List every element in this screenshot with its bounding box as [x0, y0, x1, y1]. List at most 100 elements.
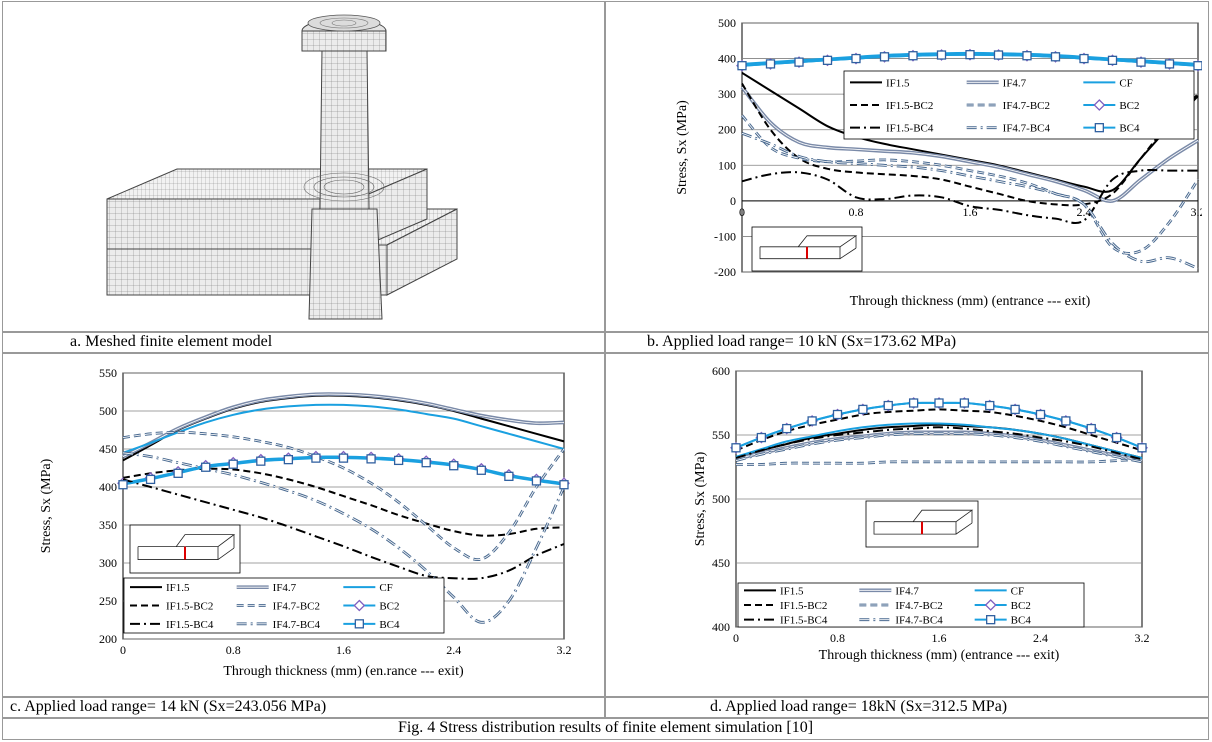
- panel-b-ytick-label: -200: [714, 265, 736, 279]
- panel-d-xtick-label: 2.4: [1033, 631, 1048, 645]
- panel-b-legend-item-cf: CF: [1083, 77, 1133, 89]
- panel-b-ytick-label: 100: [718, 158, 736, 172]
- panel-c-series-if4-7-bc2: [122, 430, 566, 562]
- panel-d-legend-label: CF: [1011, 585, 1024, 597]
- panel-c-xtick-label: 0: [120, 643, 126, 657]
- panel-c-ytick-label: 450: [99, 442, 117, 456]
- panel-b-legend-item-if1-5-bc4: IF1.5-BC4: [850, 123, 934, 135]
- panel-b-xtick-label: 1.6: [963, 205, 978, 219]
- panel-c-legend-item-if4-7-bc4: IF4.7-BC4: [236, 619, 321, 631]
- panel-c-ytick-label: 300: [99, 556, 117, 570]
- panel-b-legend-item-bc4: BC4: [1083, 123, 1140, 135]
- panel-d-series-cf: [735, 422, 1143, 459]
- panel-c-legend-label: IF4.7-BC2: [273, 601, 320, 613]
- panel-b-legend-label: BC2: [1119, 100, 1139, 112]
- panel-c-series-if1-5-bc2: [122, 467, 565, 537]
- panel-d-legend-item-if4-7: IF4.7: [859, 585, 919, 597]
- panel-d-series-line-inner: [735, 433, 1143, 463]
- panel-d-data-point: [756, 432, 767, 443]
- panel-b-data-point: [765, 59, 776, 69]
- panel-c-data-point: [145, 474, 156, 485]
- panel-d-legend-item-if4-7-bc2: IF4.7-BC2: [859, 600, 943, 612]
- panel-d-data-point: [985, 400, 995, 411]
- panel-b-series-line-inner: [741, 86, 1199, 202]
- panel-c-legend-label: BC4: [379, 619, 400, 631]
- panel-c-data-point: [118, 480, 128, 490]
- panel-b-xtick-label: 0: [739, 205, 745, 219]
- panel-d-data-point: [832, 409, 843, 420]
- panel-d-series-line: [735, 408, 1143, 452]
- panel-c-data-point: [173, 468, 183, 478]
- panel-c-xtick-label: 3.2: [557, 643, 572, 657]
- panel-d-series-if1-5-bc2: [735, 408, 1143, 452]
- panel-b-legend-item-if1-5: IF1.5: [850, 77, 910, 89]
- panel-b-legend-marker: [1094, 123, 1104, 133]
- panel-b-data-point: [1079, 53, 1089, 64]
- cell-a: [2, 1, 605, 332]
- panel-c-xtick-label: 0.8: [226, 643, 241, 657]
- panel-b-legend-item-if4-7-bc2: IF4.7-BC2: [966, 100, 1050, 112]
- panel-d-data-point: [1035, 409, 1046, 420]
- panel-b-ytick-label: 500: [718, 16, 736, 30]
- panel-d-ytick-label: 550: [712, 428, 730, 442]
- cell-b: [605, 1, 1209, 332]
- panel-d-legend-label: IF4.7-BC2: [895, 600, 942, 612]
- panel-c-data-point: [504, 471, 514, 482]
- caption-d: d. Applied load range= 18kN (Sx=312.5 MP…: [710, 698, 1008, 715]
- panel-b-legend-label: IF1.5-BC2: [886, 100, 933, 112]
- panel-c-series-bc4: [118, 453, 569, 490]
- panel-d-data-point: [883, 400, 893, 411]
- panel-d-data-point: [1137, 443, 1147, 453]
- panel-b-legend-item-if4-7-bc4: IF4.7-BC4: [966, 123, 1051, 135]
- caption-b: b. Applied load range= 10 kN (Sx=173.62 …: [647, 333, 957, 350]
- panel-c-ytick-label: 500: [99, 404, 117, 418]
- panel-d-x-axis-label: Through thickness (mm) (entrance --- exi…: [819, 648, 1060, 663]
- panel-b-legend-marker: [1093, 99, 1106, 111]
- panel-c-series-line: [122, 467, 565, 537]
- caption-a: a. Meshed finite element model: [70, 333, 273, 350]
- panel-c-ytick-label: 350: [99, 518, 117, 532]
- panel-b-xtick-label: 0.8: [849, 205, 864, 219]
- panel-b-legend: IF1.5 IF4.7 CF IF1.5-BC2 IF4.7-BC2 BC2 IF1.5-B…: [843, 70, 1195, 140]
- panel-d-legend-label: BC2: [1011, 600, 1031, 612]
- panel-d-data-point: [934, 398, 944, 408]
- panel-b-xtick-label: 3.2: [1191, 205, 1203, 219]
- panel-b-data-point: [851, 53, 861, 64]
- panel-d-data-point: [908, 398, 919, 408]
- panel-c-legend-label: IF1.5-BC2: [166, 601, 213, 613]
- panel-c-series-line-inner: [122, 431, 565, 561]
- panel-c-legend-label: IF1.5: [166, 582, 190, 594]
- panel-d-legend-label: IF1.5: [780, 585, 804, 597]
- panel-d-ytick-label: 450: [712, 556, 730, 570]
- meshed-model-image: [106, 14, 458, 320]
- panel-d-ytick-label: 400: [712, 620, 730, 634]
- panel-d-xtick-label: 0: [733, 631, 739, 645]
- panel-b-x-axis-label: Through thickness (mm) (entrance --- exi…: [850, 294, 1091, 309]
- panel-d-data-point: [1061, 416, 1071, 426]
- panel-c-legend-item-if1-5-bc4: IF1.5-BC4: [130, 619, 214, 631]
- panel-c-data-point: [531, 476, 542, 486]
- panel-b-series-bc4: [737, 50, 1202, 71]
- panel-d-legend-item-if1-5-bc2: IF1.5-BC2: [744, 600, 827, 612]
- panel-c-data-point: [449, 461, 459, 471]
- panel-d-legend-marker: [984, 599, 997, 611]
- panel-c-series-cf: [122, 403, 565, 454]
- panel-b-data-point: [879, 52, 890, 62]
- panel-c-data-point: [559, 480, 569, 490]
- panel-c-data-point: [228, 459, 238, 469]
- panel-b-data-point: [1050, 52, 1061, 62]
- panel-d-legend-item-if4-7-bc4: IF4.7-BC4: [859, 615, 943, 627]
- panel-c-ytick-label: 200: [99, 632, 117, 646]
- panel-c-data-point: [283, 454, 294, 465]
- panel-c-ytick-label: 250: [99, 594, 117, 608]
- panel-c-specimen-inset: [129, 524, 241, 574]
- cell-c: [2, 353, 605, 697]
- panel-c-legend-item-cf: CF: [343, 582, 393, 594]
- panel-b-legend-label: BC4: [1119, 123, 1140, 135]
- panel-d-legend-label: IF1.5-BC2: [780, 600, 827, 612]
- panel-c-legend: IF1.5 IF4.7 CF IF1.5-BC2 IF4.7-BC2 BC2 IF1.5-B…: [123, 577, 445, 634]
- panel-d-series-if1-5-bc4: [735, 426, 1143, 461]
- panel-d-data-point: [858, 404, 868, 415]
- panel-b-y-axis-label: Stress, Sx (MPa): [675, 100, 690, 195]
